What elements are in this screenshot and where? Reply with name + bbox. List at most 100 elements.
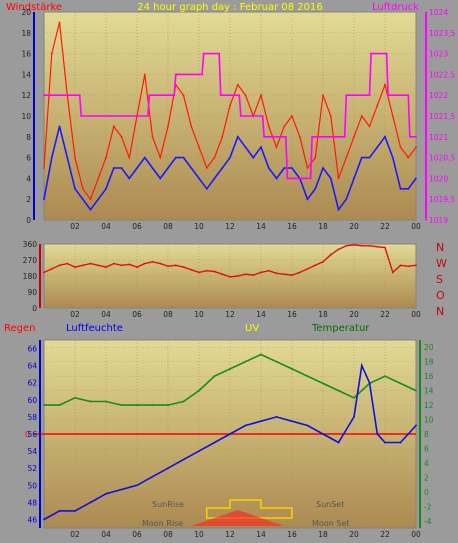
wind-direction-line-point	[128, 263, 131, 266]
direction-tick-label: 360	[23, 240, 38, 249]
wind-average-line-point	[252, 156, 255, 159]
wind-speed-line-point	[399, 146, 402, 149]
wind-speed-line-point	[143, 73, 146, 76]
wind-speed-line-point	[74, 156, 76, 159]
temperature-line-point	[260, 353, 262, 356]
pressure-line-point	[44, 94, 47, 97]
pressure-line-point	[261, 115, 264, 117]
mid-x-tick-label: 14	[256, 310, 266, 319]
wind-speed-line-point	[337, 177, 340, 180]
humidity-line-point	[415, 424, 417, 427]
pressure-line-point	[238, 94, 241, 97]
direction-label-n-top: N	[436, 241, 444, 254]
pressure-line-point	[219, 94, 222, 97]
pressure-line-point	[202, 52, 205, 55]
bot-x-tick-label: 18	[318, 530, 328, 539]
tick-layer: 02 04 06 08 10 12 14 16 18 20 22 002018161412108642…	[21, 8, 455, 539]
wind-direction-line-point	[360, 244, 363, 247]
pressure-line-point	[407, 94, 410, 97]
direction-label-w: W	[436, 257, 447, 270]
wind-direction-line-point	[159, 262, 162, 265]
direction-label-o: O	[436, 289, 445, 302]
wind-average-line-point	[314, 187, 317, 190]
wind-average-line-point	[66, 156, 69, 159]
wind-speed-line-point	[376, 104, 379, 107]
pressure-tick-label: 1024	[429, 8, 448, 17]
humidity-line-point	[105, 492, 107, 495]
humidity-label: Luftfeuchte	[66, 323, 123, 334]
wind-speed-line-point	[81, 187, 84, 190]
wind-speed-line-point	[182, 94, 185, 97]
temperature-tick-label: 12	[424, 401, 434, 410]
wind-speed-line-point	[345, 156, 348, 159]
top-x-tick-label: 06	[132, 222, 142, 231]
temperature-line-point	[415, 389, 417, 392]
top-x-tick-label: 12	[225, 222, 235, 231]
direction-tick-label: 0	[32, 304, 37, 313]
temperature-tick-label: -4	[424, 517, 432, 526]
wind-direction-line-point	[306, 267, 309, 270]
wind-speed-line-point	[322, 94, 324, 97]
wind-direction-line-point	[260, 271, 262, 274]
wind-speed-line-point	[167, 125, 169, 128]
series-layer	[34, 21, 417, 526]
wind-direction-line-point	[376, 245, 379, 248]
temperature-tick-label: 16	[424, 372, 434, 381]
pressure-tick-label: 1019	[429, 216, 448, 225]
wind-direction-line-point	[81, 264, 84, 267]
wind-direction-line-point	[329, 253, 332, 256]
wind-direction-line-point	[66, 262, 69, 265]
humidity-line-point	[322, 433, 324, 435]
pressure-line-point	[109, 115, 112, 117]
wind-average-line-point	[190, 167, 193, 169]
temperature-line-point	[306, 375, 309, 378]
wind-speed-line-point	[112, 125, 115, 128]
wind-average-line-point	[159, 177, 162, 180]
wind-average-line-point	[291, 167, 293, 169]
wind-average-line-point	[50, 156, 53, 159]
temperature-tick-label: 18	[424, 358, 434, 367]
pressure-line-point	[284, 135, 287, 138]
humidity-tick-label: 64	[27, 362, 37, 371]
humidity-line-point	[399, 441, 402, 444]
pressure-line-point	[201, 73, 204, 76]
pressure-line-point	[80, 115, 83, 117]
wind-direction-line-point	[74, 266, 76, 269]
temperature-tick-label: 10	[424, 416, 434, 425]
top-x-tick-label: 02	[70, 222, 80, 231]
sunset-label: SunSet	[316, 500, 344, 509]
top-x-tick-label: 04	[101, 222, 111, 231]
mid-x-tick-label: 18	[318, 310, 328, 319]
pressure-tick-label: 1022,5	[429, 70, 455, 79]
wind-average-line-point	[283, 167, 286, 169]
wind-direction-line-point	[112, 262, 115, 265]
direction-label-s: S	[436, 273, 443, 286]
temperature-label: Temperatur	[311, 323, 370, 334]
wind-speed-line-point	[415, 146, 417, 149]
pressure-line-point	[78, 94, 81, 97]
mid-x-tick-label: 00	[411, 310, 421, 319]
wind-speed-line-point	[159, 156, 162, 159]
pressure-tick-label: 1021	[429, 133, 448, 142]
wind-tick-label: 20	[21, 8, 31, 17]
wind-average-line-point	[376, 146, 379, 149]
pressure-line-point	[385, 52, 388, 55]
wind-speed-line-point	[384, 83, 386, 86]
wind-tick-label: 18	[21, 29, 31, 38]
wind-average-line-point	[174, 156, 177, 159]
temperature-line-point	[74, 396, 76, 399]
wind-average-line-point	[167, 167, 169, 169]
top-x-tick-label: 22	[380, 222, 390, 231]
rain-label: Regen	[4, 323, 36, 334]
pressure-line-point	[408, 135, 411, 138]
chart-title: 24 hour graph day : Februar 08 2016	[137, 2, 322, 13]
bot-x-tick-label: 14	[256, 530, 266, 539]
wind-average-line-point	[322, 167, 324, 169]
temperature-line-point	[182, 400, 185, 403]
temperature-line-point	[275, 360, 278, 363]
temperature-tick-label: 14	[424, 387, 434, 396]
top-x-tick-label: 10	[194, 222, 204, 231]
sunrise-label: SunRise	[152, 500, 184, 509]
wind-tick-label: 6	[26, 154, 31, 163]
wind-speed-line-point	[213, 156, 216, 159]
